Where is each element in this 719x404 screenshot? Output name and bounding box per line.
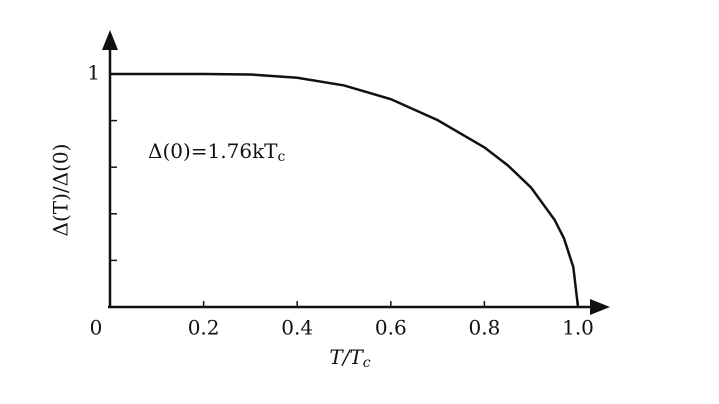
y-axis-arrow: [102, 30, 118, 50]
annotation-main: Δ(0)=1.76kT: [148, 139, 278, 163]
annotation: Δ(0)=1.76kTc: [148, 139, 286, 166]
x-tick-label: 0.2: [188, 316, 220, 340]
x-axis-label: T/Tc: [329, 345, 370, 372]
x-tick-label: 0.4: [281, 316, 313, 340]
x-axis-arrow: [590, 299, 610, 315]
y-tick-label: 1: [87, 61, 100, 85]
x-axis-label-main: T/T: [329, 345, 364, 369]
x-tick-label: 1.0: [562, 316, 594, 340]
annotation-sub: c: [278, 149, 286, 165]
x-tick-label: 0: [90, 316, 103, 340]
x-tick-label: 0.8: [468, 316, 500, 340]
x-axis-label-sub: c: [363, 355, 371, 371]
y-axis-label: Δ(T)/Δ(0): [49, 144, 73, 237]
curve: [110, 72, 580, 308]
x-tick-label: 0.6: [375, 316, 407, 340]
